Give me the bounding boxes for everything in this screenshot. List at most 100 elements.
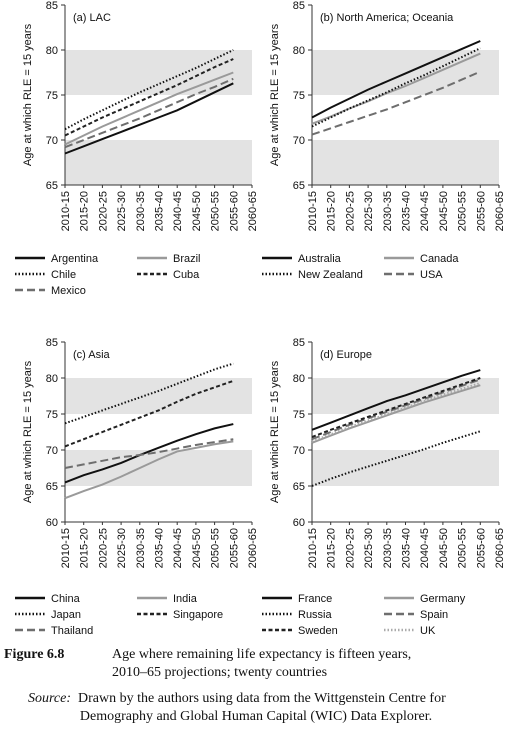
shaded-band <box>65 450 252 486</box>
legend-label: Chile <box>51 269 76 281</box>
y-tick-label: 75 <box>46 409 58 421</box>
series-line <box>311 377 481 438</box>
legend-label: Canada <box>420 253 459 265</box>
y-tick-label: 60 <box>46 517 58 529</box>
panel-title: (b) North America; Oceania <box>320 12 454 24</box>
x-tick-label: 2050-55 <box>457 191 469 231</box>
x-tick-label: 2060-65 <box>494 528 506 568</box>
y-tick-label: 75 <box>293 90 305 102</box>
source-line: Demography and Global Human Capital (WIC… <box>80 709 432 724</box>
panel-title: (c) Asia <box>73 349 111 361</box>
x-tick-label: 2030-35 <box>382 191 394 231</box>
x-tick-label: 2025-30 <box>363 191 375 231</box>
shaded-band <box>312 140 499 185</box>
x-tick-label: 2035-40 <box>154 191 166 231</box>
x-tick-label: 2045-50 <box>438 528 450 568</box>
x-tick-label: 2010-15 <box>60 191 72 231</box>
x-tick-label: 2025-30 <box>116 191 128 231</box>
series-line <box>64 440 234 500</box>
series-line <box>311 369 481 431</box>
series-line <box>311 47 481 128</box>
y-tick-label: 65 <box>46 481 58 493</box>
x-tick-label: 2060-65 <box>247 528 259 568</box>
x-tick-label: 2060-65 <box>494 191 506 231</box>
x-tick-label: 2030-35 <box>135 528 147 568</box>
x-tick-label: 2015-20 <box>79 191 91 231</box>
figure-label: Figure 6.8 <box>4 647 64 662</box>
y-axis-label: Age at which RLE = 15 years <box>22 360 34 503</box>
y-tick-label: 70 <box>293 445 305 457</box>
x-tick-label: 2020-25 <box>344 528 356 568</box>
x-tick-label: 2050-55 <box>210 191 222 231</box>
series-line <box>64 423 234 484</box>
x-tick-label: 2045-50 <box>191 191 203 231</box>
legend-label: Spain <box>420 609 448 621</box>
x-tick-label: 2050-55 <box>210 528 222 568</box>
series-line <box>311 384 481 444</box>
x-tick-label: 2055-60 <box>228 191 240 231</box>
y-tick-label: 65 <box>293 180 305 192</box>
y-tick-label: 60 <box>293 517 305 529</box>
series-line <box>64 49 234 131</box>
y-tick-label: 70 <box>293 135 305 147</box>
legend-label: New Zealand <box>298 269 363 281</box>
y-tick-label: 80 <box>293 45 305 57</box>
x-tick-label: 2025-30 <box>116 528 128 568</box>
panel-title: (d) Europe <box>320 349 372 361</box>
x-tick-label: 2015-20 <box>326 528 338 568</box>
y-tick-label: 80 <box>46 373 58 385</box>
legend-label: Australia <box>298 253 342 265</box>
legend-label: Germany <box>420 593 466 605</box>
series-line <box>64 77 234 149</box>
series-line <box>64 71 234 146</box>
y-tick-label: 65 <box>46 180 58 192</box>
x-tick-label: 2015-20 <box>326 191 338 231</box>
x-tick-label: 2040-45 <box>419 528 431 568</box>
legend-label: China <box>51 593 81 605</box>
x-tick-label: 2010-15 <box>60 528 72 568</box>
legend-label: India <box>173 593 198 605</box>
legend-label: Brazil <box>173 253 201 265</box>
series-line <box>64 58 234 137</box>
shaded-band <box>65 378 252 414</box>
x-tick-label: 2010-15 <box>307 191 319 231</box>
x-tick-label: 2030-35 <box>382 528 394 568</box>
x-tick-label: 2060-65 <box>247 191 259 231</box>
shaded-band <box>65 50 252 95</box>
x-tick-label: 2015-20 <box>79 528 91 568</box>
y-tick-label: 65 <box>293 481 305 493</box>
x-tick-label: 2045-50 <box>191 528 203 568</box>
series-line <box>311 378 481 441</box>
x-tick-label: 2035-40 <box>154 528 166 568</box>
legend-label: USA <box>420 269 443 281</box>
x-tick-label: 2010-15 <box>307 528 319 568</box>
caption-line: 2010–65 projections; twenty countries <box>112 665 327 680</box>
panel-title: (a) LAC <box>73 12 111 24</box>
legend-label: Cuba <box>173 269 200 281</box>
legend-label: Russia <box>298 609 333 621</box>
series-line <box>311 40 481 119</box>
legend-label: Mexico <box>51 285 86 297</box>
y-tick-label: 85 <box>46 0 58 12</box>
x-tick-label: 2030-35 <box>135 191 147 231</box>
series-line <box>311 430 481 487</box>
x-tick-label: 2020-25 <box>97 528 109 568</box>
y-tick-label: 85 <box>293 337 305 349</box>
legend-label: Singapore <box>173 609 223 621</box>
y-tick-label: 85 <box>293 0 305 12</box>
series-line <box>64 82 234 155</box>
legend-label: Sweden <box>298 625 338 637</box>
x-tick-label: 2055-60 <box>228 528 240 568</box>
x-tick-label: 2055-60 <box>475 528 487 568</box>
y-axis-label: Age at which RLE = 15 years <box>269 23 281 166</box>
y-axis-label: Age at which RLE = 15 years <box>22 23 34 166</box>
shaded-band <box>65 140 252 185</box>
y-axis-label: Age at which RLE = 15 years <box>269 360 281 503</box>
y-tick-label: 70 <box>46 445 58 457</box>
legend-label: Japan <box>51 609 81 621</box>
x-tick-label: 2045-50 <box>438 191 450 231</box>
legend-label: Thailand <box>51 625 93 637</box>
legend-label: Argentina <box>51 253 99 265</box>
y-tick-label: 80 <box>46 45 58 57</box>
